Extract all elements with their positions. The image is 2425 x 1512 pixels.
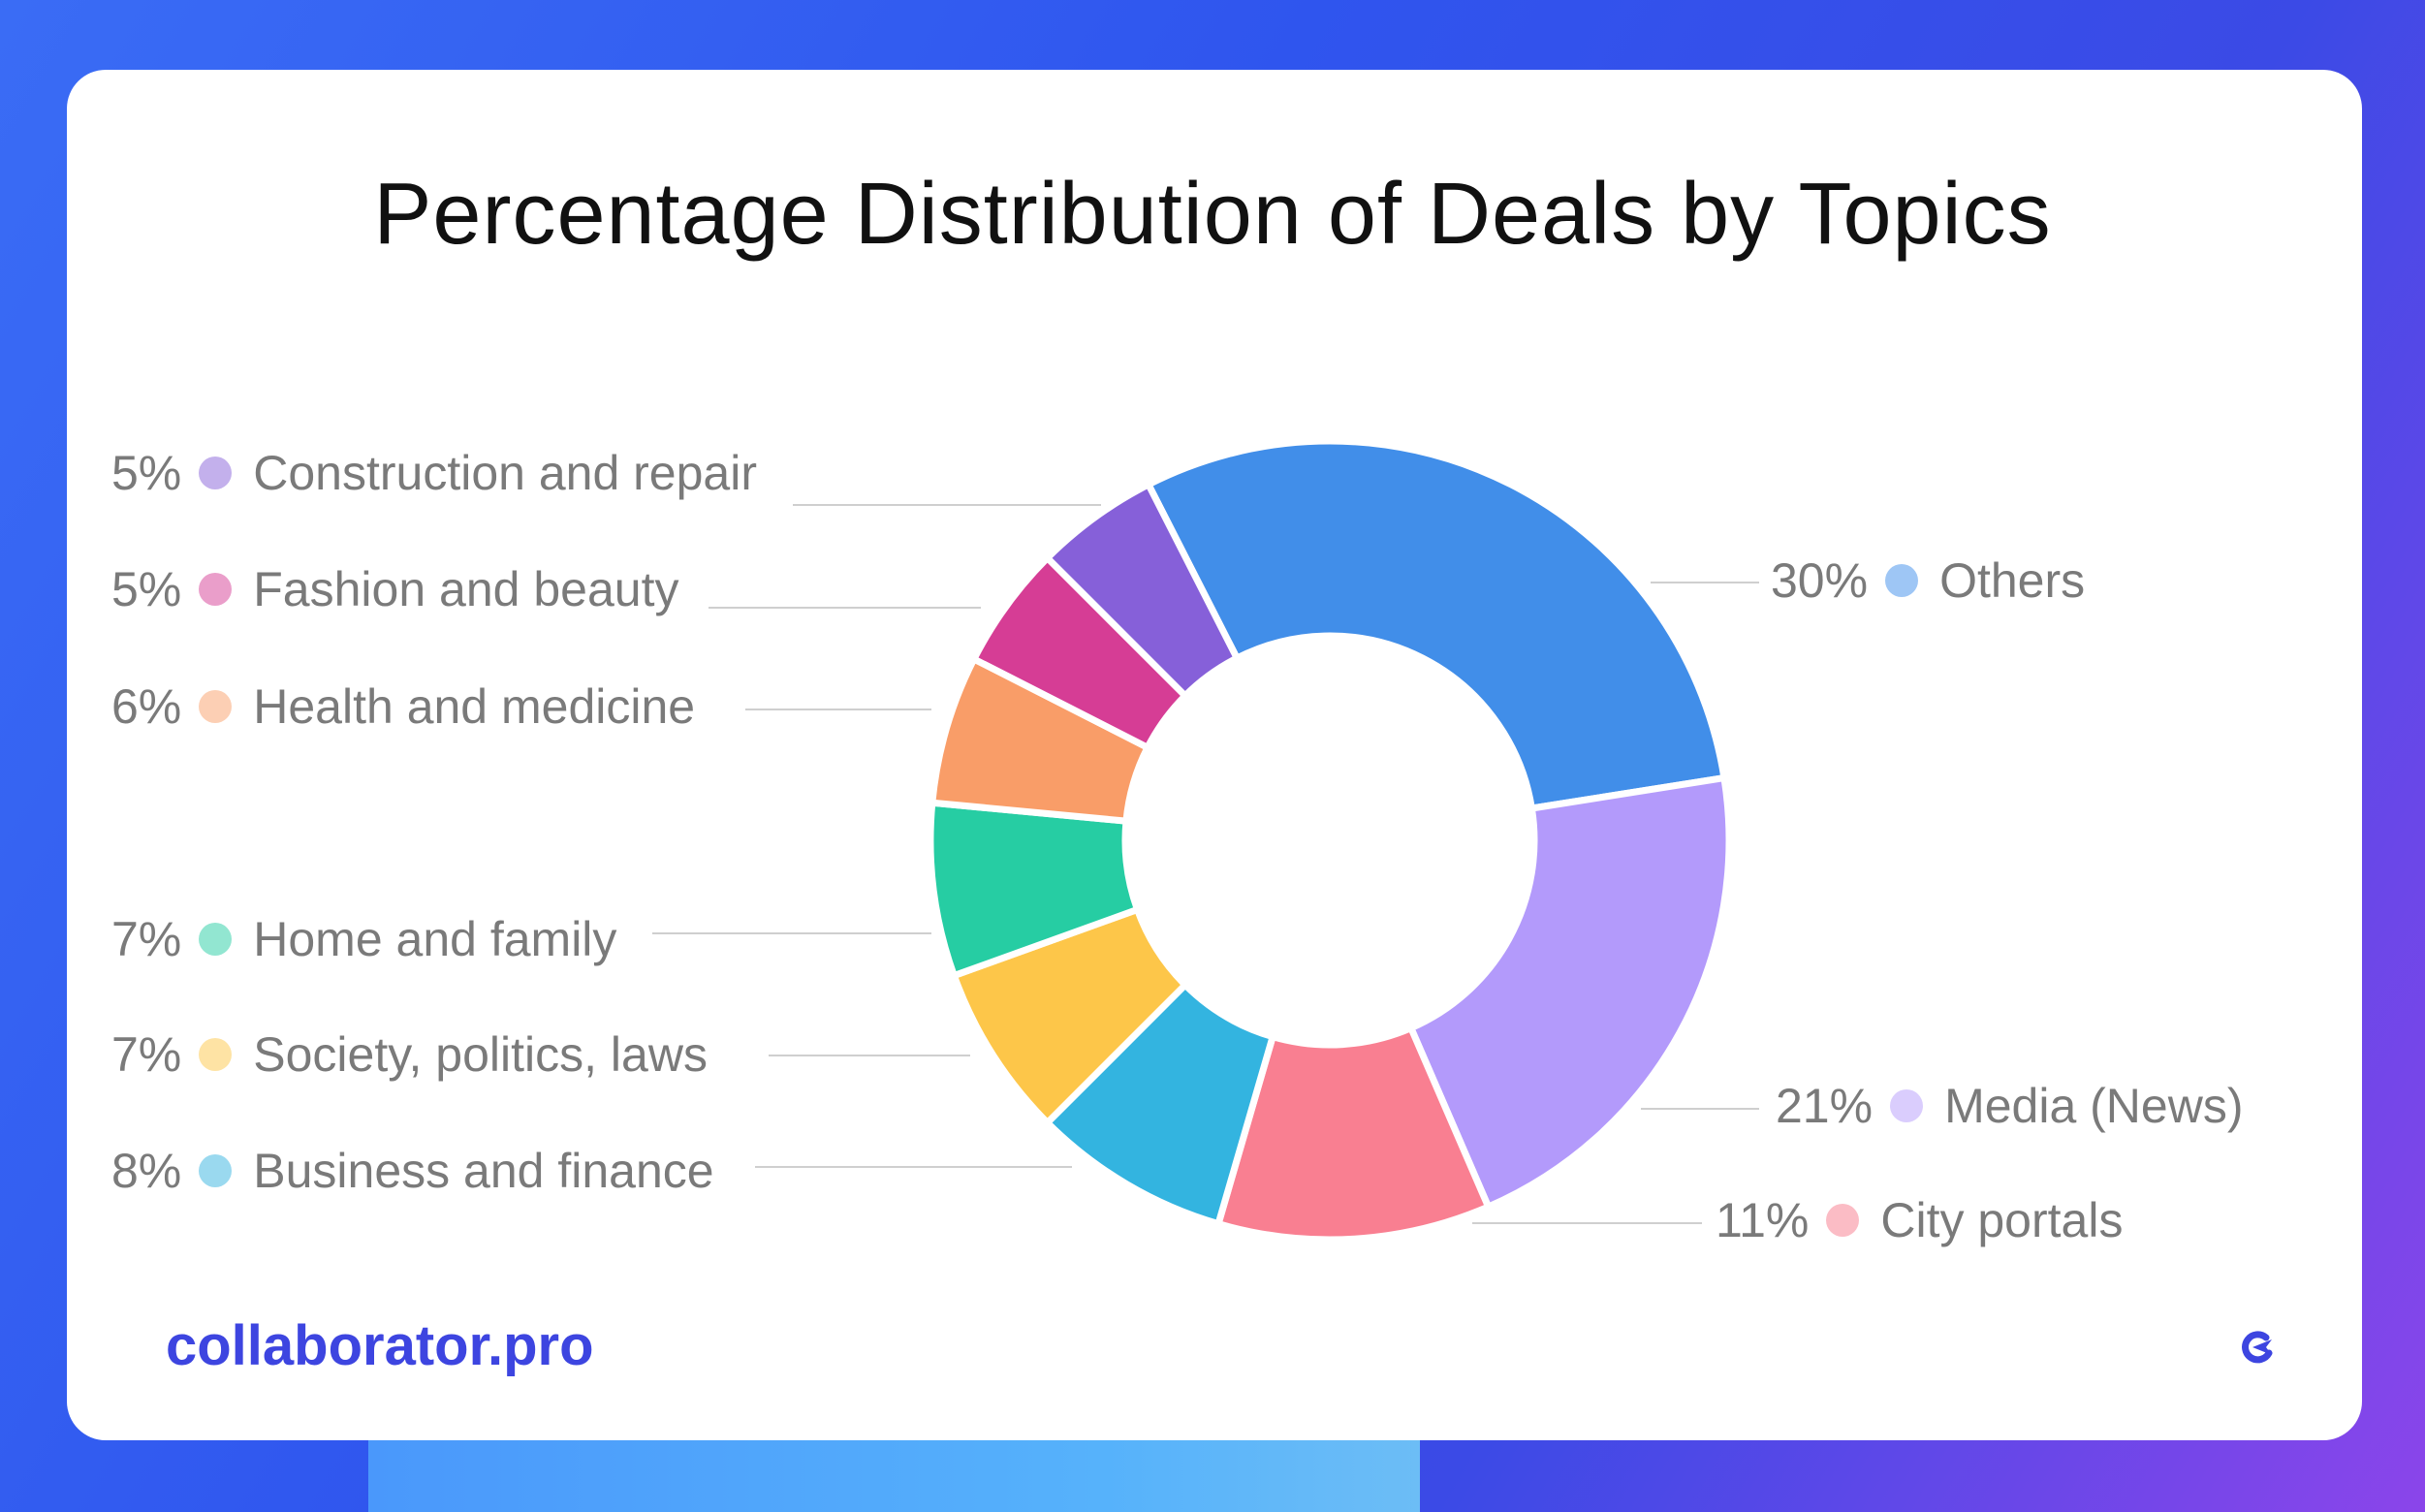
- leader-line: [1641, 1108, 1759, 1110]
- data-label-text: Health and medicine: [253, 679, 696, 734]
- leader-line: [769, 1055, 970, 1056]
- leader-line: [709, 607, 981, 609]
- legend-dot-icon: [199, 1154, 233, 1187]
- data-label-text: Fashion and beauty: [253, 562, 679, 616]
- legend-dot-icon: [199, 457, 233, 489]
- data-label-percent: 30%: [1771, 553, 1869, 608]
- data-label-percent: 7%: [111, 1027, 182, 1082]
- data-label-percent: 5%: [111, 562, 182, 616]
- slice-media-news-: [1407, 774, 1733, 1211]
- data-label-text: Construction and repair: [253, 446, 757, 500]
- leader-line: [1472, 1222, 1702, 1224]
- data-label-percent: 6%: [111, 679, 182, 734]
- legend-dot-icon: [1890, 1089, 1924, 1122]
- data-label-text: City portals: [1880, 1193, 2124, 1247]
- brand-name[interactable]: collaborator.pro: [166, 1314, 594, 1377]
- data-label: 30% Others: [1771, 552, 2085, 609]
- data-label: 11% City portals: [1716, 1192, 2123, 1248]
- leader-line: [652, 932, 931, 934]
- legend-dot-icon: [1885, 564, 1919, 597]
- slice-others: [1145, 437, 1728, 812]
- leader-line: [1651, 582, 1759, 583]
- data-label: 5% Construction and repair: [111, 445, 757, 501]
- data-label: 7% Society, politics, laws: [111, 1026, 708, 1083]
- data-label: 5% Fashion and beauty: [111, 561, 678, 617]
- background-accent: [368, 1440, 1420, 1512]
- legend-dot-icon: [199, 573, 233, 606]
- data-label: 8% Business and finance: [111, 1143, 714, 1199]
- leader-line: [755, 1166, 1072, 1168]
- data-label-percent: 5%: [111, 446, 182, 500]
- data-label-text: Others: [1939, 553, 2086, 608]
- legend-dot-icon: [199, 690, 233, 723]
- data-label: 6% Health and medicine: [111, 678, 695, 735]
- legend-dot-icon: [199, 1038, 233, 1071]
- data-label-text: Home and family: [253, 912, 617, 966]
- data-label-text: Business and finance: [253, 1144, 714, 1198]
- data-label: 21% Media (News): [1776, 1078, 2243, 1134]
- leader-line: [745, 709, 931, 710]
- leader-line: [793, 504, 1101, 506]
- chart-title: Percentage Distribution of Deals by Topi…: [373, 166, 2052, 263]
- data-label-percent: 7%: [111, 912, 182, 966]
- slice-construction-and-repair: [1044, 481, 1241, 700]
- data-label: 7% Home and family: [111, 911, 616, 967]
- data-label-percent: 8%: [111, 1144, 182, 1198]
- data-label-text: Society, politics, laws: [253, 1027, 708, 1082]
- collaborator-logo-icon: [2242, 1331, 2273, 1364]
- legend-dot-icon: [199, 923, 233, 956]
- data-label-percent: 11%: [1716, 1193, 1810, 1247]
- legend-dot-icon: [1826, 1204, 1860, 1237]
- data-label-percent: 21%: [1776, 1079, 1874, 1133]
- data-label-text: Media (News): [1944, 1079, 2244, 1133]
